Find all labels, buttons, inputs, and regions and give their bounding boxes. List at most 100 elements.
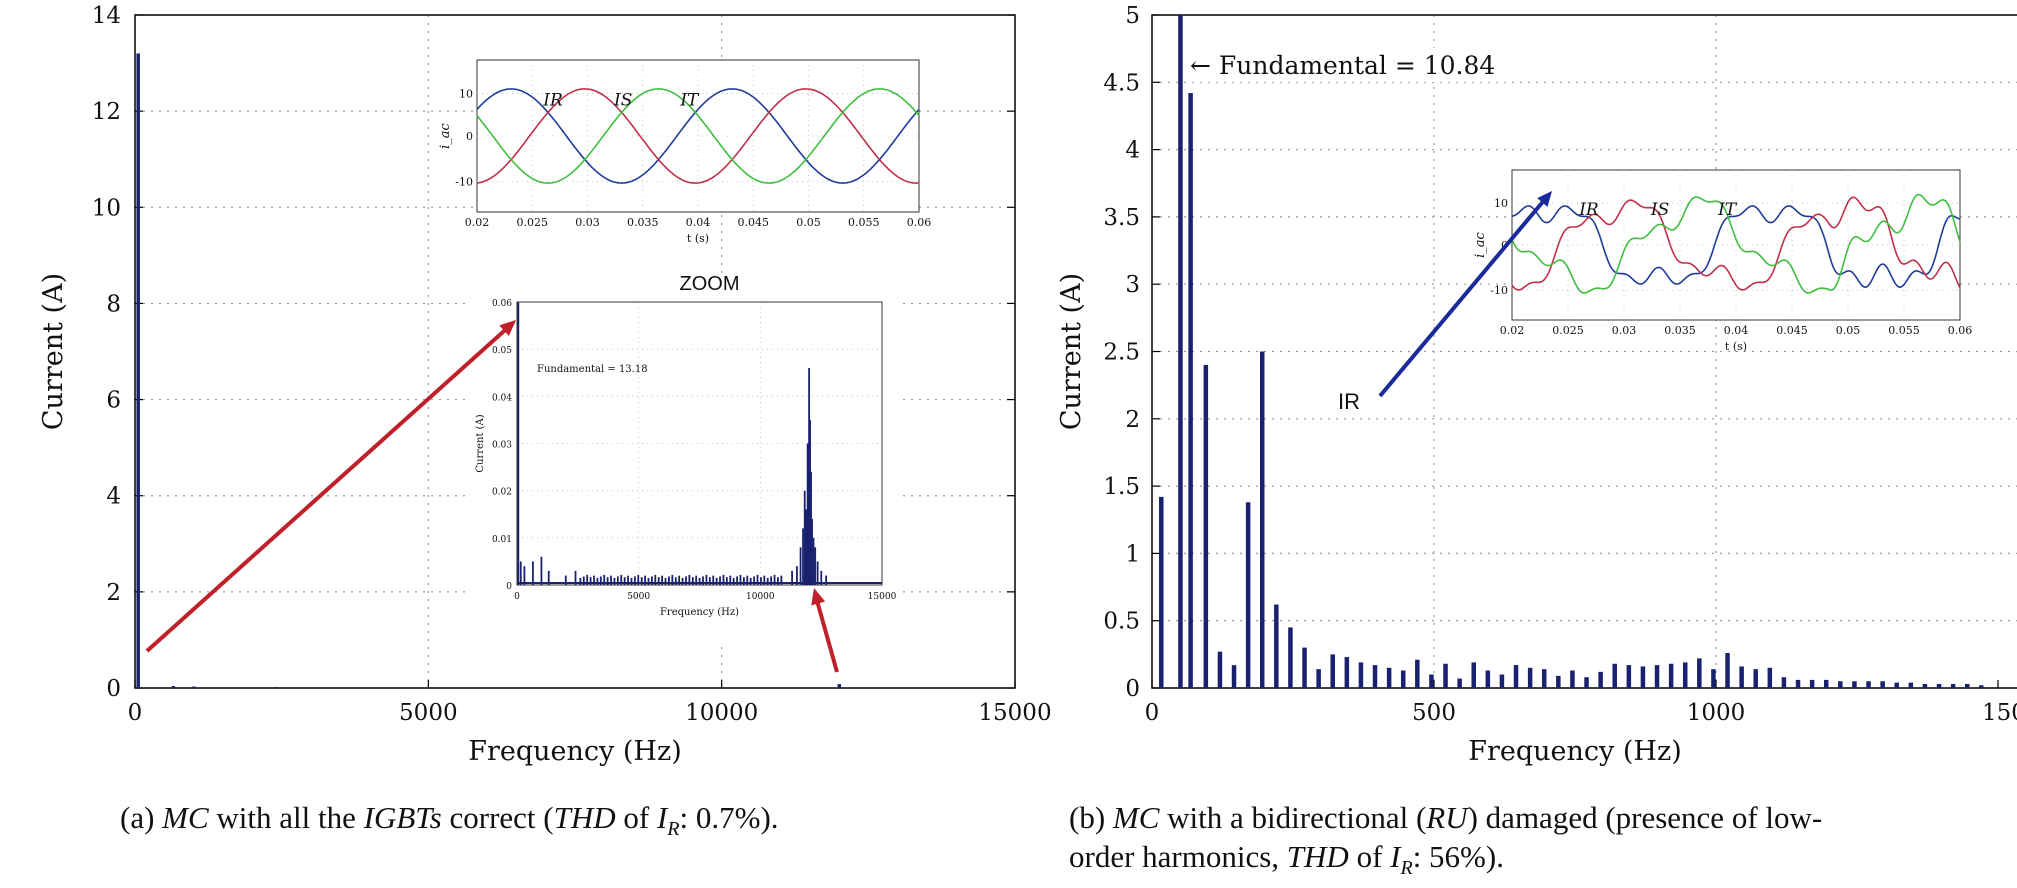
a-zoom-bar (691, 577, 694, 585)
a-zoom-bar (620, 574, 623, 585)
a-zoom-bar (671, 574, 674, 585)
bar-b (1739, 666, 1744, 688)
y-tick-label: 0 (1125, 676, 1140, 702)
y-tick-label: 12 (92, 99, 121, 125)
caption-b-ru: RU (1426, 800, 1468, 835)
y-axis-label-a: Current (A) (38, 273, 69, 430)
caption-a-sub: R (667, 818, 680, 841)
a-wave-xtick: 0.04 (686, 216, 711, 229)
a-zoom-bar (695, 575, 698, 585)
a-zoom-bar (654, 574, 657, 585)
bar-b (1527, 667, 1533, 688)
a-zoom-bar (791, 570, 793, 585)
red-arrow-head (811, 588, 826, 606)
a-zoom-bar (606, 577, 609, 585)
a-zoom-bar (802, 528, 804, 585)
a-zoom-bar (712, 575, 715, 585)
a-zoom-bar (805, 509, 808, 585)
bar-b (1668, 663, 1674, 688)
bar-b (1767, 667, 1773, 688)
a-zoom-bar (799, 547, 802, 585)
caption-b-sub: R (1400, 857, 1413, 880)
a-zoom-xtick: 5000 (627, 592, 650, 602)
b-wave-xtick: 0.055 (1888, 324, 1920, 337)
a-zoom-bar (796, 566, 798, 585)
a-zoom-bar (664, 577, 667, 585)
bar-b (1513, 665, 1519, 688)
bar-b (1217, 651, 1223, 688)
a-wave-xtick: 0.055 (848, 216, 880, 229)
red-arrow (145, 321, 515, 653)
red-arrow-head (499, 320, 516, 337)
a-zoom-bar (739, 574, 742, 585)
bar-b (1245, 502, 1251, 688)
caption-b: (b) MC with a bidirectional (RU) damaged… (1069, 798, 2014, 888)
bar-b (1471, 662, 1476, 688)
y-tick-label: 2 (106, 580, 121, 606)
caption-b-text4: of (1348, 839, 1391, 874)
caption-a-thd: THD (553, 800, 616, 835)
caption-b-thd: THD (1286, 839, 1349, 874)
a-zoom-bar (719, 576, 721, 585)
b-wave-xtick: 0.035 (1664, 324, 1696, 337)
bar-b (1725, 653, 1730, 688)
bar-b (1231, 665, 1237, 688)
a-zoom-bar (644, 575, 646, 585)
a-zoom-bar (564, 575, 567, 585)
x-tick-label: 15000 (978, 700, 1051, 726)
b-wave-xtick: 0.02 (1500, 324, 1525, 337)
b-wave-series (1511, 196, 1961, 291)
bar-b (1880, 681, 1885, 688)
bar-a (837, 684, 841, 688)
a-zoom-bar (808, 368, 810, 585)
caption-a-mc: MC (162, 800, 209, 835)
a-zoom-inset: ZOOM 0 0.01 0.02 0.03 0.04 0.05 0.06 0 5000 10000 1… (465, 273, 900, 647)
y-tick-label: 2.5 (1103, 340, 1140, 366)
bar-b (1570, 670, 1575, 688)
x-axis-label-a: Frequency (Hz) (468, 736, 681, 767)
bar-b (1485, 670, 1491, 688)
a-zoom-bar (582, 576, 585, 585)
a-zoom-bar (623, 577, 626, 585)
bar-b (1188, 93, 1193, 689)
a-zoom-bar (809, 419, 811, 585)
bar-b (1964, 683, 1970, 688)
a-wave-ylabel: i_ac (438, 122, 453, 148)
a-zoom-bar (698, 577, 701, 585)
caption-a-text3: of (615, 800, 657, 835)
red-arrow (814, 596, 839, 673)
a-wave-ytick: 10 (459, 87, 473, 100)
a-zoom-ytick: 0.01 (492, 535, 512, 545)
a-zoom-bar (780, 575, 783, 585)
x-tick-label: 5000 (399, 700, 458, 726)
a-zoom-xtick: 15000 (868, 592, 897, 602)
y-tick-label: 14 (92, 3, 121, 29)
bar-b (1400, 670, 1406, 688)
a-zoom-bar (523, 566, 526, 585)
a-wave-xtick: 0.025 (517, 216, 549, 229)
a-zoom-bar (613, 577, 616, 585)
caption-a: (a) MC with all the IGBTs correct (THD o… (120, 798, 779, 849)
a-zoom-bar (517, 302, 520, 585)
bar-b (1936, 683, 1942, 688)
bar-b (1386, 667, 1392, 688)
bar-b (1838, 681, 1843, 688)
a-zoom-bar (729, 575, 732, 585)
x-tick-label: 1500 (1982, 700, 2017, 726)
a-zoom-ytick: 0 (506, 582, 512, 592)
b-wave-series (1511, 205, 1961, 288)
x-axis-label-b: Frequency (Hz) (1468, 736, 1681, 767)
bar-a (136, 53, 140, 688)
a-zoom-bar (732, 577, 735, 585)
a-zoom-bar (825, 575, 828, 585)
blue-arrow-head (1537, 191, 1552, 207)
a-zoom-bar (593, 575, 595, 585)
a-zoom-bar (766, 577, 769, 585)
bar-b (1866, 681, 1871, 688)
x-tick-label: 500 (1412, 700, 1456, 726)
a-zoom-bar (547, 570, 550, 585)
a-zoom-bar (777, 577, 779, 585)
y-tick-label: 3 (1125, 272, 1140, 298)
bar-b (1640, 666, 1646, 688)
bar-b (1415, 659, 1420, 688)
